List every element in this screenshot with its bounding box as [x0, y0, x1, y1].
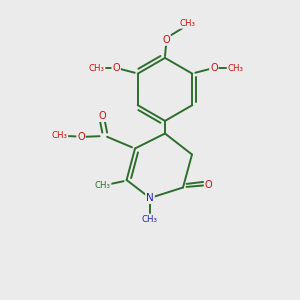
Text: CH₃: CH₃	[94, 182, 111, 190]
Text: O: O	[162, 35, 170, 45]
Text: O: O	[210, 63, 218, 73]
Text: N: N	[146, 193, 154, 203]
Text: CH₃: CH₃	[227, 64, 244, 73]
Text: O: O	[205, 180, 212, 190]
Text: O: O	[98, 111, 106, 121]
Text: CH₃: CH₃	[180, 19, 196, 28]
Text: O: O	[112, 63, 120, 73]
Text: O: O	[77, 132, 85, 142]
Text: CH₃: CH₃	[88, 64, 105, 73]
Text: CH₃: CH₃	[51, 131, 68, 140]
Text: CH₃: CH₃	[142, 214, 158, 224]
